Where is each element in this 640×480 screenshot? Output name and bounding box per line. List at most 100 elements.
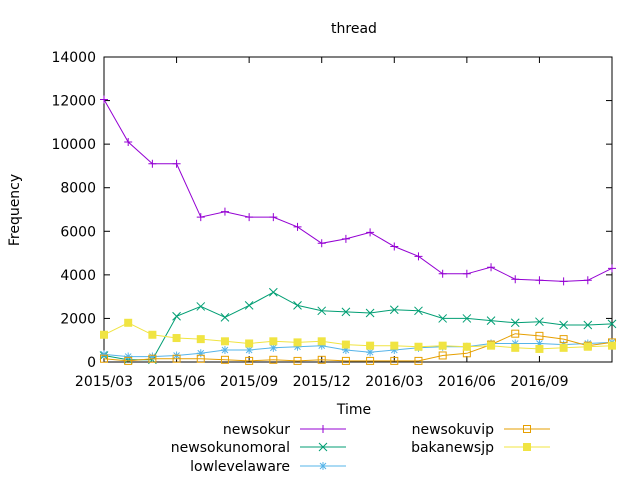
data-point [317, 239, 326, 248]
data-point [462, 342, 471, 351]
data-point [148, 352, 157, 361]
data-point [510, 318, 520, 328]
data-point [390, 341, 399, 350]
data-point [220, 337, 229, 346]
data-point [511, 339, 520, 348]
data-point [559, 335, 568, 344]
data-point [124, 137, 133, 146]
data-point [293, 338, 302, 347]
legend-marker [318, 442, 328, 452]
data-point [220, 312, 230, 322]
data-point [607, 319, 617, 329]
data-point [124, 318, 133, 327]
data-point [124, 352, 133, 361]
data-point [293, 301, 302, 310]
data-point [245, 346, 254, 355]
series-line-newsokunomoral [103, 291, 613, 361]
series-line-newsokuvip [103, 333, 613, 362]
data-point [438, 314, 448, 323]
data-point [148, 354, 157, 363]
data-point [245, 339, 254, 348]
data-point [293, 222, 302, 231]
data-point [535, 317, 544, 327]
data-point [608, 341, 616, 350]
data-point [293, 356, 302, 365]
legend-item-newsokur: newsokur [223, 422, 346, 438]
data-point [535, 339, 544, 348]
data-point [148, 159, 157, 168]
data-point [559, 343, 568, 352]
data-point [462, 269, 471, 278]
data-point [172, 159, 181, 168]
data-point [414, 306, 423, 316]
data-point [341, 346, 350, 355]
data-point [438, 341, 447, 350]
legend-label: newsokuvip [412, 422, 495, 438]
data-point [535, 344, 544, 353]
plot-border [103, 56, 613, 363]
data-point [196, 349, 205, 358]
data-point [341, 340, 350, 349]
data-point [487, 263, 496, 272]
data-point [365, 308, 375, 318]
data-point [341, 307, 351, 317]
legend-marker [523, 425, 531, 433]
data-point [462, 314, 472, 323]
plot-area [103, 56, 613, 363]
legend-marker [319, 462, 327, 470]
x-tick-label: 2015/06 [147, 374, 205, 390]
data-point [245, 213, 254, 222]
data-point [196, 354, 205, 363]
legend-label: newsokunomoral [171, 440, 290, 456]
legend-label: newsokur [223, 422, 290, 438]
y-axis-label: Frequency [7, 174, 23, 246]
data-point [220, 355, 229, 364]
data-point [100, 95, 108, 104]
legend: newsokur newsokunomoral lowlevelaware newso… [171, 422, 550, 475]
legend-marker [319, 425, 327, 433]
data-point [414, 252, 423, 261]
data-point [438, 269, 447, 278]
data-point [559, 320, 568, 330]
data-point [583, 320, 593, 330]
data-point [317, 337, 326, 346]
series-line-lowlevelaware [103, 341, 613, 358]
data-point [268, 287, 278, 297]
series-bakanewsjp [100, 318, 616, 353]
chart-title: thread [331, 21, 377, 37]
data-point [583, 342, 592, 351]
data-point [172, 311, 181, 321]
series-line-bakanewsjp [103, 322, 613, 350]
data-point [293, 342, 302, 351]
x-tick-label: 2016/03 [365, 374, 423, 390]
data-point [196, 213, 205, 222]
y-tick-label: 8000 [60, 181, 96, 197]
y-tick-label: 10000 [51, 137, 96, 153]
x-axis-label: Time [336, 402, 371, 418]
data-point [245, 356, 254, 365]
data-point [100, 330, 108, 339]
data-point [535, 276, 544, 285]
data-point [269, 337, 278, 346]
data-point [486, 316, 496, 325]
y-tick-label: 2000 [60, 311, 96, 327]
legend-item-bakanewsjp: bakanewsjp [411, 440, 550, 456]
series-newsokur [100, 95, 616, 286]
data-point [511, 275, 520, 284]
x-tick-label: 2015/09 [220, 374, 278, 390]
x-tick-label: 2015/03 [75, 374, 133, 390]
legend-label: bakanewsjp [411, 440, 494, 456]
data-point [366, 228, 375, 237]
data-point [100, 350, 108, 359]
series-line-newsokur [103, 99, 613, 282]
x-tick-label: 2016/06 [438, 374, 496, 390]
data-point [341, 356, 350, 365]
data-point [583, 276, 592, 285]
x-tick-label: 2015/12 [293, 374, 351, 390]
data-point [390, 242, 399, 251]
series-layer [99, 95, 617, 365]
data-point [438, 351, 447, 360]
axis-ticks: 0 2000 4000 6000 8000 10000 12000 14000 2015/03 2… [51, 50, 612, 390]
y-tick-label: 12000 [51, 94, 96, 110]
